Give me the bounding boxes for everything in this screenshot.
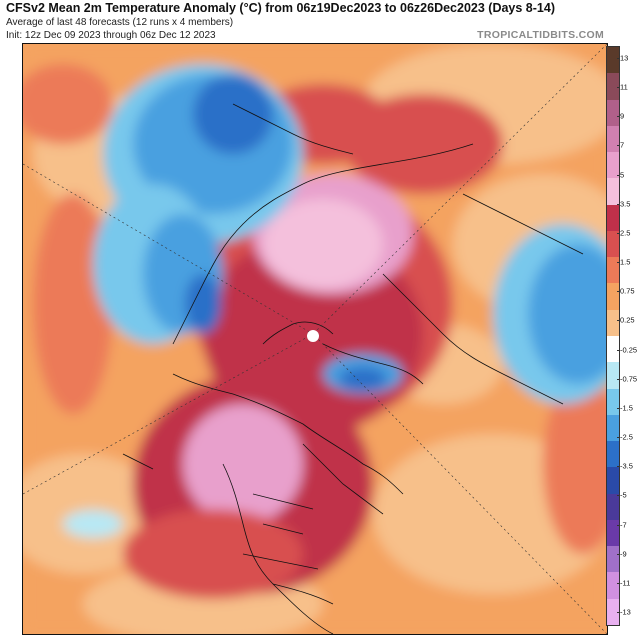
site-credit: TROPICALTIDBITS.COM <box>477 29 604 41</box>
colorbar-tick-label: -2.5 <box>620 432 633 442</box>
colorbar-segment <box>607 99 619 127</box>
colorbar-tick-label: 5 <box>620 170 625 180</box>
colorbar-segment <box>607 283 619 311</box>
colorbar-tick-label: 0.25 <box>620 315 635 325</box>
colorbar-segment <box>607 414 619 442</box>
colorbar-tick-label: -11 <box>620 578 631 588</box>
colorbar-tick-mark <box>617 437 620 439</box>
colorbar-segment <box>607 336 619 363</box>
colorbar-tick-label: -7 <box>620 520 627 530</box>
north-pole-marker <box>307 330 319 342</box>
colorbar-tick-mark <box>617 553 620 555</box>
colorbar-tick-mark <box>617 582 620 584</box>
colorbar-segment <box>607 125 619 153</box>
anomaly-field <box>23 44 607 634</box>
colorbar-tick-mark <box>617 291 620 293</box>
colorbar-tick-mark <box>617 145 620 147</box>
colorbar-segment <box>607 47 619 74</box>
colorbar-segment <box>607 230 619 258</box>
colorbar-segment <box>607 546 619 573</box>
colorbar-tick-label: 1.5 <box>620 257 631 267</box>
map-subtitle: Average of last 48 forecasts (12 runs x … <box>6 17 234 28</box>
colorbar-segment <box>607 493 619 521</box>
map-title: CFSv2 Mean 2m Temperature Anomaly (°C) f… <box>6 1 555 15</box>
coastlines <box>122 103 584 634</box>
colorbar-tick-label: 0.75 <box>620 286 635 296</box>
colorbar-tick-label: 3.5 <box>620 199 631 209</box>
colorbar-tick-mark <box>617 612 620 613</box>
colorbar-tick-label: 11 <box>620 82 628 92</box>
colorbar-tick-label: 13 <box>620 53 629 63</box>
colorbar-tick-mark <box>617 378 620 380</box>
colorbar-tick-mark <box>617 116 620 118</box>
colorbar-tick-mark <box>617 262 620 264</box>
colorbar-tick-mark <box>617 174 620 176</box>
colorbar-segment <box>607 467 619 495</box>
colorbar-tick-label: 9 <box>620 111 625 121</box>
colorbar-segment <box>607 178 619 206</box>
colorbar-tick-label: -0.75 <box>620 374 638 384</box>
colorbar-tick-label: -1.5 <box>620 403 633 413</box>
colorbar-segment <box>607 152 619 179</box>
colorbar-tick-mark <box>617 320 620 322</box>
colorbar-tick-mark <box>617 524 620 526</box>
colorbar-tick-mark <box>617 58 620 59</box>
colorbar-tick-mark <box>617 495 620 497</box>
colorbar-tick-mark <box>617 466 620 468</box>
colorbar-tick-mark <box>617 407 620 409</box>
colorbar-segment <box>607 309 619 337</box>
map-canvas <box>23 44 607 634</box>
colorbar-tick-label: -0.25 <box>620 345 638 355</box>
colorbar-segment <box>607 519 619 547</box>
colorbar-segment <box>607 257 619 284</box>
colorbar-tick-mark <box>617 203 620 205</box>
colorbar-segment <box>607 598 619 625</box>
graticule <box>23 44 607 634</box>
temperature-anomaly-map <box>22 43 608 635</box>
colorbar-tick-label: -3.5 <box>620 461 633 471</box>
colorbar-tick-mark <box>617 349 620 351</box>
colorbar-segment <box>607 388 619 416</box>
colorbar-tick-mark <box>617 232 620 234</box>
colorbar-segment <box>607 441 619 468</box>
colorbar-tick-label: -5 <box>620 490 627 500</box>
header: CFSv2 Mean 2m Temperature Anomaly (°C) f… <box>0 0 639 44</box>
colorbar-tick-label: 7 <box>620 140 625 150</box>
colorbar-tick-label: -9 <box>620 549 627 559</box>
colorbar-segment <box>607 572 619 600</box>
colorbar-segment <box>607 362 619 390</box>
colorbar-tick-mark <box>617 87 620 89</box>
colorbar-tick-labels: 13 11 9 7 5 3.5 2.5 1.5 0.75 0.25 -0.25 -0.75 -1.5 -2… <box>620 46 639 624</box>
colorbar-tick-label: 2.5 <box>620 228 631 238</box>
colorbar-segment <box>607 73 619 101</box>
colorbar <box>606 46 620 626</box>
colorbar-segment <box>607 204 619 232</box>
colorbar-tick-label: -13 <box>620 607 631 617</box>
init-time: Init: 12z Dec 09 2023 through 06z Dec 12… <box>6 30 216 41</box>
